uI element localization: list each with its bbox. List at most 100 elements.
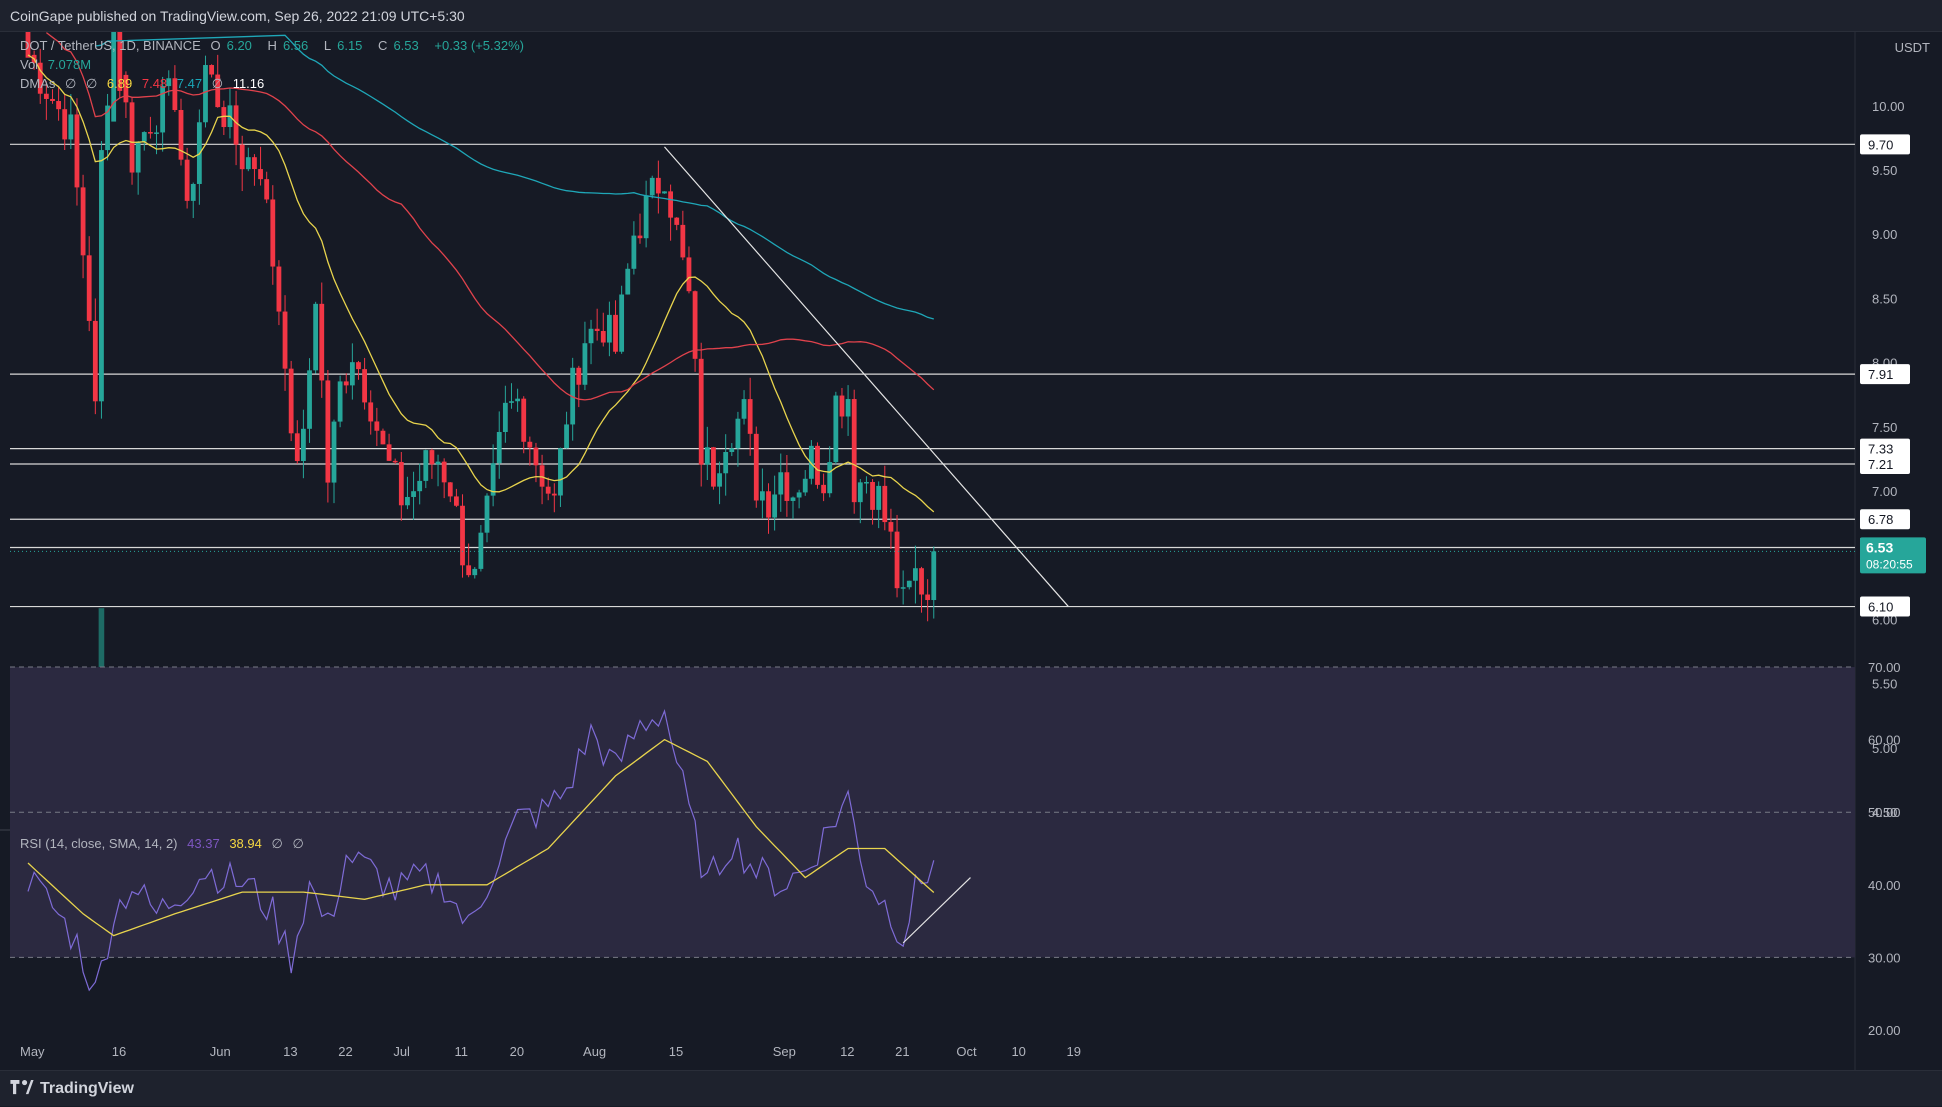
candle-body[interactable] <box>435 461 441 465</box>
candle-body[interactable] <box>607 314 612 343</box>
candle-body[interactable] <box>686 257 692 292</box>
candle-body[interactable] <box>154 132 159 134</box>
candle-body[interactable] <box>386 444 392 461</box>
candle-body[interactable] <box>925 594 931 601</box>
candle-body[interactable] <box>747 399 753 434</box>
tradingview-logo-icon[interactable] <box>10 1080 34 1098</box>
candle-body[interactable] <box>649 177 655 196</box>
candle-body[interactable] <box>484 495 490 533</box>
candle-body[interactable] <box>582 343 588 385</box>
candle-body[interactable] <box>509 401 514 403</box>
symbol-label[interactable]: DOT / TetherUS, 1D, BINANCE <box>20 38 201 53</box>
candle-body[interactable] <box>368 402 374 422</box>
candle-body[interactable] <box>906 580 912 588</box>
candle-body[interactable] <box>331 421 337 483</box>
candle-body[interactable] <box>594 328 600 332</box>
candle-body[interactable] <box>551 493 557 496</box>
candle-body[interactable] <box>600 331 606 343</box>
candle-body[interactable] <box>184 159 190 201</box>
candle-body[interactable] <box>245 157 251 170</box>
candle-body[interactable] <box>392 460 398 463</box>
candle-body[interactable] <box>92 320 98 402</box>
candle-body[interactable] <box>790 497 796 501</box>
candle-body[interactable] <box>405 496 410 506</box>
candle-body[interactable] <box>105 105 110 151</box>
candle-body[interactable] <box>203 65 208 123</box>
candle-body[interactable] <box>625 268 631 295</box>
candle-body[interactable] <box>619 294 625 352</box>
candle-body[interactable] <box>258 169 263 180</box>
candle-body[interactable] <box>135 141 141 173</box>
candle-body[interactable] <box>374 421 380 431</box>
candle-body[interactable] <box>411 491 416 497</box>
candle-body[interactable] <box>876 485 882 510</box>
candle-body[interactable] <box>723 452 729 474</box>
candle-body[interactable] <box>564 424 569 449</box>
candle-body[interactable] <box>827 462 833 494</box>
candle-body[interactable] <box>882 485 888 523</box>
candle-body[interactable] <box>815 445 820 485</box>
candle-body[interactable] <box>655 177 661 194</box>
candle-body[interactable] <box>68 114 74 140</box>
candle-body[interactable] <box>417 480 423 492</box>
descending-trendline[interactable] <box>664 146 1069 607</box>
candle-body[interactable] <box>888 522 894 532</box>
candle-body[interactable] <box>796 492 802 498</box>
candle-body[interactable] <box>772 494 778 518</box>
candle-body[interactable] <box>502 402 508 433</box>
candle-body[interactable] <box>527 441 533 448</box>
candle-body[interactable] <box>900 587 906 589</box>
candle-body[interactable] <box>698 358 704 465</box>
candle-body[interactable] <box>521 398 527 442</box>
rsi-label[interactable]: RSI (14, close, SMA, 14, 2) <box>20 836 178 851</box>
dmas-label[interactable]: DMAs <box>20 76 56 91</box>
candle-body[interactable] <box>680 224 686 258</box>
candle-body[interactable] <box>343 381 349 386</box>
candle-body[interactable] <box>380 430 386 445</box>
candle-body[interactable] <box>141 132 147 142</box>
candle-body[interactable] <box>166 78 172 87</box>
candle-body[interactable] <box>717 473 722 487</box>
candle-body[interactable] <box>515 398 520 402</box>
candle-body[interactable] <box>833 395 839 463</box>
candle-body[interactable] <box>490 463 496 496</box>
candle-body[interactable] <box>692 291 698 359</box>
candle-body[interactable] <box>239 144 245 170</box>
candle-body[interactable] <box>172 78 178 111</box>
candle-body[interactable] <box>276 266 282 312</box>
candle-body[interactable] <box>643 195 649 239</box>
volume-label[interactable]: Vol <box>20 57 39 72</box>
candle-body[interactable] <box>319 303 325 381</box>
candle-body[interactable] <box>221 107 227 128</box>
candle-body[interactable] <box>423 450 429 481</box>
candle-body[interactable] <box>637 235 643 239</box>
candle-body[interactable] <box>356 362 361 370</box>
candle-body[interactable] <box>294 433 300 462</box>
candle-body[interactable] <box>209 65 214 75</box>
candle-body[interactable] <box>613 314 618 352</box>
candle-body[interactable] <box>735 418 741 449</box>
candle-body[interactable] <box>252 157 257 170</box>
candle-body[interactable] <box>313 303 319 371</box>
candle-body[interactable] <box>233 105 239 145</box>
candle-body[interactable] <box>588 328 594 344</box>
candle-body[interactable] <box>784 472 790 501</box>
footer-brand[interactable]: TradingView <box>40 1080 134 1097</box>
candle-body[interactable] <box>117 32 123 91</box>
candle-body[interactable] <box>25 32 31 58</box>
candle-body[interactable] <box>454 496 459 506</box>
rsi-divergence-line[interactable] <box>902 877 971 944</box>
candle-body[interactable] <box>466 565 472 576</box>
candle-body[interactable] <box>821 484 826 494</box>
candle-body[interactable] <box>545 486 551 494</box>
candle-body[interactable] <box>913 568 918 581</box>
candle-body[interactable] <box>753 433 759 501</box>
candle-body[interactable] <box>766 491 771 518</box>
candle-body[interactable] <box>839 395 845 417</box>
candle-body[interactable] <box>43 93 49 99</box>
candle-body[interactable] <box>307 370 312 429</box>
candle-body[interactable] <box>362 369 367 403</box>
candle-body[interactable] <box>864 481 869 484</box>
candle-body[interactable] <box>178 110 184 160</box>
